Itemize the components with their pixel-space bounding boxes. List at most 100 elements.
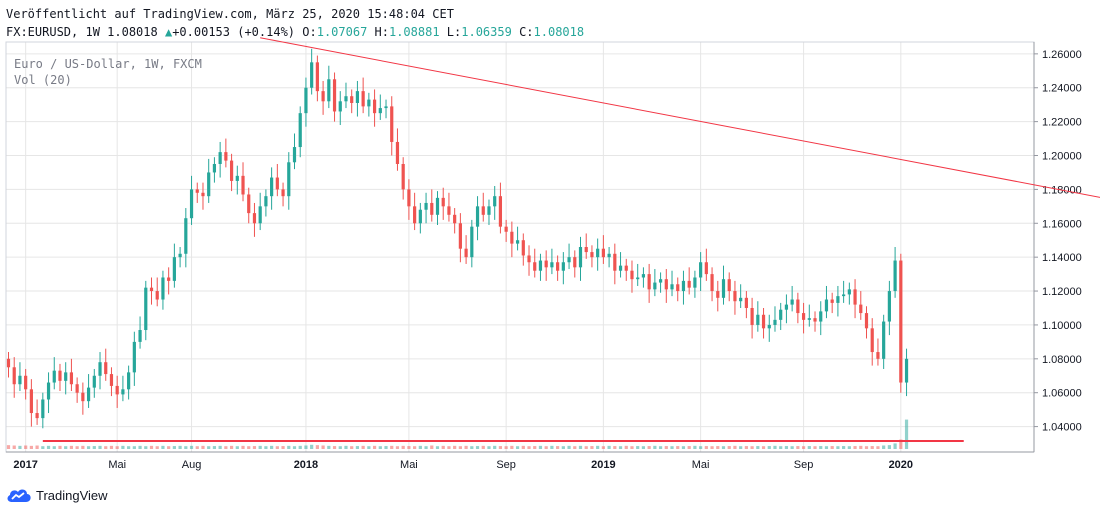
volume-bar — [596, 445, 600, 449]
candle-body — [35, 413, 39, 419]
candle-body — [842, 294, 846, 297]
candle-body — [601, 248, 605, 258]
candle-body — [893, 260, 897, 292]
tradingview-logo[interactable]: TradingView — [6, 487, 108, 503]
candle-body — [270, 177, 274, 197]
volume-bar — [384, 446, 388, 449]
candle-body — [618, 265, 623, 271]
price-tick-label: 1.04000 — [1042, 422, 1082, 434]
candle-body — [81, 392, 85, 402]
candle-body — [344, 96, 348, 102]
volume-bar — [29, 445, 33, 449]
price-chart[interactable]: 1.260001.240001.220001.200001.180001.160… — [0, 0, 1100, 480]
candle-body — [52, 370, 56, 383]
candle-body — [115, 385, 119, 395]
candle-body — [64, 372, 68, 381]
candle-body — [6, 358, 11, 368]
volume-bar — [784, 446, 789, 449]
candle-body — [813, 318, 817, 322]
volume-bar — [630, 446, 634, 449]
candle-body — [287, 162, 291, 197]
volume-bar — [710, 446, 714, 449]
volume-bar — [721, 446, 726, 449]
candle-body — [132, 341, 136, 373]
time-tick-label: 2019 — [591, 459, 615, 471]
candle-body — [796, 299, 800, 314]
volume-bar — [304, 445, 308, 449]
price-tick-label: 1.08000 — [1042, 354, 1082, 366]
volume-bar — [464, 445, 468, 449]
candle-body — [378, 108, 382, 114]
candle-body — [836, 296, 840, 303]
candle-body — [727, 279, 731, 292]
volume-bar — [395, 446, 400, 449]
candle-body — [98, 362, 102, 376]
volume-bar — [453, 445, 457, 449]
candle-body — [687, 280, 691, 288]
volume-bar — [218, 445, 222, 449]
volume-bar — [121, 445, 125, 449]
volume-bar — [161, 445, 165, 449]
candle-body — [46, 382, 51, 400]
volume-legend-label: Vol (20) — [14, 73, 72, 87]
low-label: L: — [446, 25, 462, 39]
candle-body — [58, 370, 62, 381]
price-tick-label: 1.10000 — [1042, 320, 1082, 332]
close-value: 1.08018 — [533, 25, 585, 39]
candle-body — [567, 257, 571, 263]
volume-bar — [544, 446, 548, 449]
volume-bar — [864, 446, 869, 449]
volume-bar — [64, 446, 68, 449]
volume-bar — [699, 446, 703, 449]
candle-body — [578, 247, 583, 268]
volume-bar — [321, 445, 325, 449]
candle-body — [18, 375, 22, 385]
candle-body — [264, 196, 268, 207]
candle-body — [801, 313, 806, 320]
candle-body — [744, 297, 748, 308]
candle-body — [435, 197, 440, 215]
volume-bar — [441, 445, 445, 449]
volume-bar — [498, 446, 503, 449]
candle-body — [29, 389, 33, 414]
candle-body — [138, 330, 142, 342]
candle-body — [498, 196, 503, 227]
volume-bar — [344, 445, 348, 449]
candle-body — [819, 311, 823, 322]
volume-bar — [573, 446, 577, 449]
volume-bar — [258, 445, 262, 449]
volume-bar — [887, 445, 891, 449]
candle-body — [275, 177, 279, 190]
candle-body — [184, 218, 188, 254]
candle-body — [761, 314, 766, 329]
candle-body — [590, 252, 594, 258]
candle-body — [384, 106, 388, 109]
volume-bar — [487, 446, 491, 449]
candle-body — [155, 291, 159, 300]
volume-bar — [252, 446, 257, 449]
volume-bar — [493, 445, 497, 449]
volume-bar — [92, 446, 96, 449]
price-tick-label: 1.16000 — [1042, 218, 1082, 230]
volume-bar — [184, 446, 188, 449]
low-value: 1.06359 — [461, 25, 512, 39]
candle-body — [716, 291, 720, 298]
volume-bar — [584, 446, 588, 449]
candle-body — [596, 248, 600, 258]
close-label: C: — [519, 25, 534, 39]
volume-bar — [681, 446, 686, 449]
candle-body — [338, 101, 342, 112]
candle-body — [395, 141, 400, 164]
candle-body — [127, 372, 131, 390]
volume-bar — [86, 446, 91, 449]
candle-body — [24, 375, 28, 390]
volume-bar — [292, 446, 297, 449]
volume-bar — [298, 445, 302, 449]
candle-body — [189, 189, 194, 219]
candle-body — [355, 91, 360, 103]
candle-body — [92, 375, 96, 388]
volume-bar — [350, 446, 354, 449]
volume-bar — [687, 446, 691, 449]
candle-body — [104, 362, 108, 375]
volume-bar — [773, 445, 777, 449]
